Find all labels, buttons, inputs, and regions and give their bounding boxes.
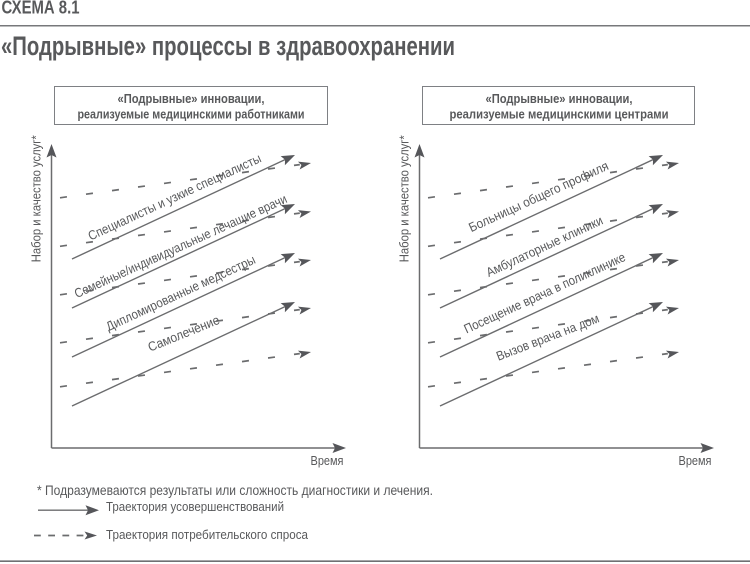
svg-text:Время: Время — [311, 454, 344, 468]
svg-text:Самолечение: Самолечение — [146, 312, 222, 354]
svg-text:«Подрывные» инновации,: «Подрывные» инновации, — [118, 91, 265, 106]
svg-text:СХЕМА 8.1: СХЕМА 8.1 — [2, 0, 80, 18]
svg-text:Набор и качество услуг*: Набор и качество услуг* — [397, 135, 412, 262]
svg-text:«Подрывные» инновации,: «Подрывные» инновации, — [486, 91, 633, 106]
svg-text:«Подрывные» процессы в здравоо: «Подрывные» процессы в здравоохранении — [1, 31, 455, 61]
svg-text:Траектория потребительского сп: Траектория потребительского спроса — [106, 528, 308, 542]
svg-text:реализуемые медицинскими центр: реализуемые медицинскими центрами — [450, 107, 669, 122]
svg-text:Посещение врача в поликлинике: Посещение врача в поликлинике — [462, 249, 628, 336]
svg-text:реализуемые медицинскими работ: реализуемые медицинскими работниками — [78, 107, 305, 122]
svg-text:* Подразумеваются результаты и: * Подразумеваются результаты или сложнос… — [37, 482, 433, 498]
svg-text:Набор и качество услуг*: Набор и качество услуг* — [29, 135, 44, 262]
svg-text:Время: Время — [679, 454, 712, 468]
svg-text:Специалисты и узкие специалист: Специалисты и узкие специалисты — [86, 150, 264, 243]
svg-text:Траектория усовершенствований: Траектория усовершенствований — [106, 500, 284, 514]
